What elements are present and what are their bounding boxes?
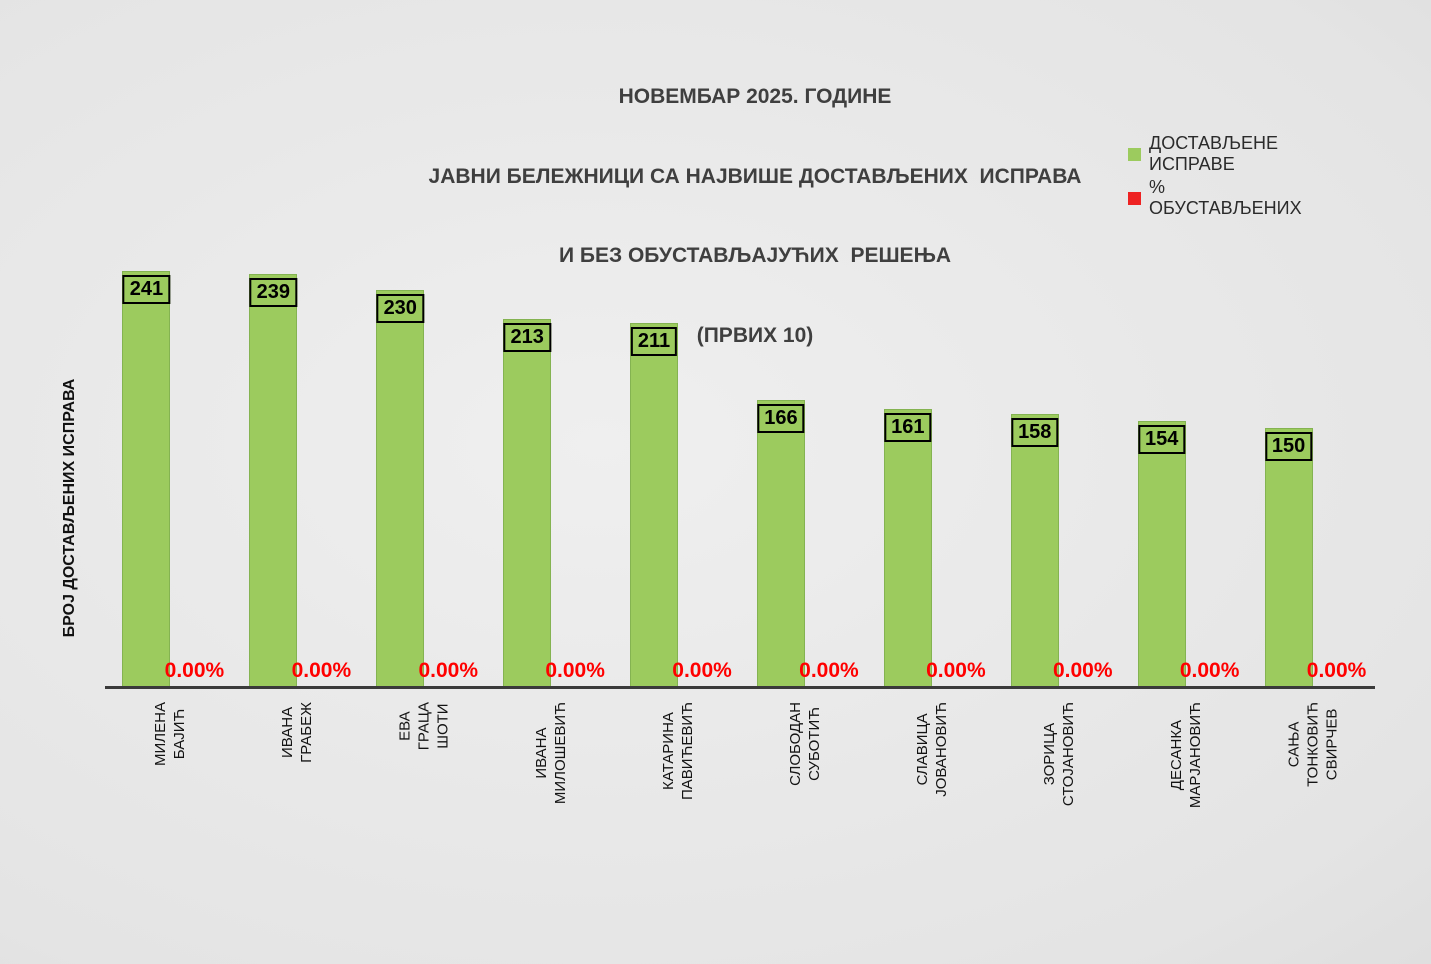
pct-label: 0.00% <box>1052 659 1113 682</box>
chart-title-line-2: ЈАВНИ БЕЛЕЖНИЦИ СА НАЈВИШЕ ДОСТАВЉЕНИХ И… <box>428 164 1082 188</box>
green-square-icon <box>1128 147 1141 161</box>
pct-label: 0.00% <box>926 659 986 682</box>
legend-label: % ОБУСТАВЉЕНИХ <box>1149 177 1302 218</box>
bar <box>756 400 805 688</box>
legend-item-suspended: % ОБУСТАВЉЕНИХ <box>1128 177 1302 219</box>
bar-value-label: 230 <box>376 294 424 323</box>
x-axis-line <box>105 686 1375 689</box>
chart-title-line-3: И БЕЗ ОБУСТАВЉАЈУЋИХ РЕШЕЊА <box>558 244 952 267</box>
bar <box>376 290 425 688</box>
red-square-icon <box>1128 191 1141 205</box>
pct-label: 0.00% <box>799 659 859 682</box>
bar <box>1010 414 1059 688</box>
bar <box>630 323 679 688</box>
legend-item-delivered: ДОСТАВЉЕНЕ ИСПРАВЕ <box>1128 133 1278 175</box>
legend-label: ДОСТАВЉЕНЕ ИСПРАВЕ <box>1149 133 1289 174</box>
bar-value-label: 213 <box>503 323 551 352</box>
bar <box>503 319 552 688</box>
bar-value-label: 150 <box>1264 432 1313 461</box>
bar-value-label: 241 <box>122 275 171 304</box>
bar <box>1264 428 1313 688</box>
bar <box>122 271 171 688</box>
bar-value-label: 166 <box>757 404 805 433</box>
bar <box>883 409 932 688</box>
bar <box>249 274 298 688</box>
pct-label: 0.00% <box>1179 659 1240 682</box>
pct-label: 0.00% <box>164 659 225 682</box>
chart-title-line-1: НОВЕМБАР 2025. ГОДИНЕ <box>618 85 892 108</box>
pct-label: 0.00% <box>545 659 605 682</box>
chart-title: НОВЕМБАР 2025. ГОДИНЕ ЈАВНИ БЕЛЕЖНИЦИ СА… <box>380 31 1130 402</box>
pct-label: 0.00% <box>672 659 732 682</box>
bar-value-label: 239 <box>249 278 298 307</box>
bar-value-label: 154 <box>1137 425 1186 454</box>
bar-value-label: 161 <box>884 413 932 442</box>
pct-label: 0.00% <box>418 659 479 682</box>
bar-value-label: 211 <box>630 327 678 356</box>
chart-title-line-4: (ПРВИХ 10) <box>696 323 814 347</box>
bar <box>1137 421 1186 688</box>
pct-label: 0.00% <box>1306 659 1367 682</box>
bar-value-label: 158 <box>1011 418 1059 447</box>
pct-label: 0.00% <box>291 659 352 682</box>
